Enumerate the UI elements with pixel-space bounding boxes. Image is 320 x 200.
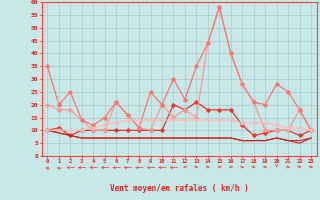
X-axis label: Vent moyen/en rafales ( km/h ): Vent moyen/en rafales ( km/h ) (110, 184, 249, 193)
